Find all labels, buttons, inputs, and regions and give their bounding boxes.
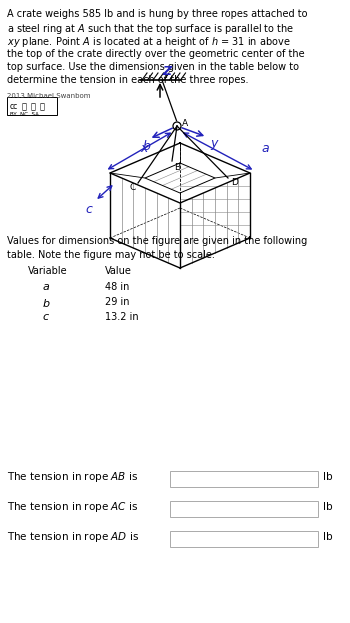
Text: determine the tension in each of the three ropes.: determine the tension in each of the thr… xyxy=(7,75,248,85)
Bar xyxy=(170,471,318,487)
Text: Value: Value xyxy=(105,266,132,276)
Bar xyxy=(170,531,318,547)
Text: ⓞ: ⓞ xyxy=(40,102,45,111)
Text: Variable: Variable xyxy=(28,266,68,276)
Text: 48 in: 48 in xyxy=(105,282,130,292)
Text: 2013 Michael Swanbom: 2013 Michael Swanbom xyxy=(7,93,91,99)
Text: $\mathit{xy}$ plane. Point $\mathit{A}$ is located at a height of $\mathit{h}$ =: $\mathit{xy}$ plane. Point $\mathit{A}$ … xyxy=(7,36,290,49)
Text: The tension in rope $AD$ is: The tension in rope $AD$ is xyxy=(7,530,139,544)
Text: $\mathit{b}$: $\mathit{b}$ xyxy=(42,297,50,309)
Text: Values for dimensions on the figure are given in the following
table. Note the f: Values for dimensions on the figure are … xyxy=(7,236,307,260)
Text: $b$: $b$ xyxy=(142,139,151,153)
Text: $x$: $x$ xyxy=(140,142,150,155)
Text: $a$: $a$ xyxy=(261,143,270,156)
Text: the top of the crate directly over the geometric center of the: the top of the crate directly over the g… xyxy=(7,49,304,59)
Text: The tension in rope $AC$ is: The tension in rope $AC$ is xyxy=(7,500,138,514)
Text: The tension in rope $AB$ is: The tension in rope $AB$ is xyxy=(7,470,138,484)
Text: lb: lb xyxy=(323,532,332,542)
Text: 29 in: 29 in xyxy=(105,297,130,307)
Text: $y$: $y$ xyxy=(210,138,220,152)
Bar xyxy=(170,501,318,517)
Text: $c$: $c$ xyxy=(85,203,94,216)
Text: A: A xyxy=(182,120,188,128)
Text: BY  NC  SA: BY NC SA xyxy=(10,112,39,117)
Text: a steel ring at $\mathit{A}$ such that the top surface is parallel to the: a steel ring at $\mathit{A}$ such that t… xyxy=(7,22,294,36)
Text: lb: lb xyxy=(323,472,332,482)
Text: $\mathit{c}$: $\mathit{c}$ xyxy=(42,312,50,322)
Text: Z: Z xyxy=(162,65,171,78)
Text: B: B xyxy=(174,163,180,172)
Text: cc: cc xyxy=(10,102,18,111)
Text: ⓢ: ⓢ xyxy=(31,102,36,111)
Text: lb: lb xyxy=(323,502,332,512)
Text: D: D xyxy=(231,178,238,187)
Text: ⓘ: ⓘ xyxy=(22,102,27,111)
Circle shape xyxy=(173,122,181,130)
Text: top surface. Use the dimensions given in the table below to: top surface. Use the dimensions given in… xyxy=(7,62,299,72)
Bar xyxy=(7,97,57,115)
Text: $\mathit{a}$: $\mathit{a}$ xyxy=(42,282,50,292)
Text: 13.2 in: 13.2 in xyxy=(105,312,139,322)
Text: C: C xyxy=(130,183,136,192)
Text: A crate weighs 585 lb and is hung by three ropes attached to: A crate weighs 585 lb and is hung by thr… xyxy=(7,9,308,19)
